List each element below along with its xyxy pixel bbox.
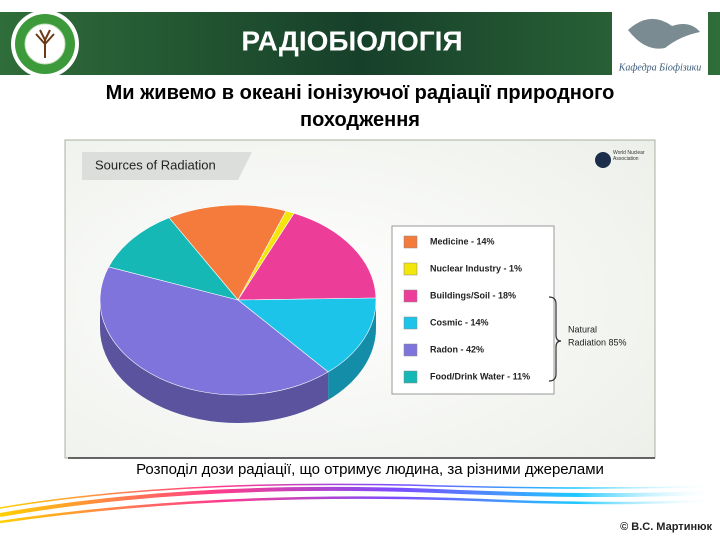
legend-swatch <box>403 343 418 357</box>
header-bar <box>0 12 720 75</box>
pie <box>99 204 377 423</box>
swoosh <box>0 483 720 509</box>
legend-label: Nuclear Industry - 1% <box>430 263 522 273</box>
source-box: World Nuclear Association <box>613 150 645 162</box>
legend-label: Medicine - 14% <box>430 236 495 246</box>
slice-side-shade <box>328 300 376 400</box>
legend-box <box>391 225 555 395</box>
subtitle-box: Ми живемо в океані іонізуючої радіації п… <box>105 82 615 131</box>
slice <box>99 266 329 396</box>
swoosh <box>0 486 720 517</box>
logo-tree <box>35 29 55 58</box>
chart-title: Sources of Radiation <box>95 157 216 172</box>
slice <box>237 297 377 373</box>
legend-label: Buildings/Soil - 18% <box>430 290 516 300</box>
source-logo <box>595 152 611 168</box>
legend-swatch <box>403 262 418 276</box>
slice-side <box>328 300 376 400</box>
chart-title-tab <box>82 152 252 180</box>
slice <box>237 212 377 301</box>
legend-label: Radon - 42% <box>430 344 484 354</box>
legend-swatch <box>403 289 418 303</box>
legend-label: Cosmic - 14% <box>430 317 489 327</box>
slice <box>168 204 287 301</box>
legend: Medicine - 14% Nuclear Industry - 1% Build… <box>403 235 530 384</box>
annotation-line: Natural <box>568 324 597 334</box>
annotation-line: Radiation 85% <box>568 337 627 347</box>
subtitle: Ми живемо в океані іонізуючої радіації п… <box>105 82 615 131</box>
logo-text: Кафедра Біофізики <box>618 62 702 73</box>
source: World Nuclear Association <box>613 150 645 162</box>
logo-bird <box>628 18 700 49</box>
bracket <box>548 296 562 382</box>
footer: © В.С. Мартинюк <box>620 521 712 533</box>
legend-swatch <box>403 316 418 330</box>
legend-label: Food/Drink Water - 11% <box>430 371 530 381</box>
legend-swatch <box>403 235 418 249</box>
slice <box>108 217 239 301</box>
legend-swatch <box>403 370 418 384</box>
header-title: РАДІОБІОЛОГІЯ <box>241 25 462 56</box>
caption: Розподіл дози радіації, що отримує людин… <box>136 461 604 478</box>
swoosh <box>0 496 720 524</box>
